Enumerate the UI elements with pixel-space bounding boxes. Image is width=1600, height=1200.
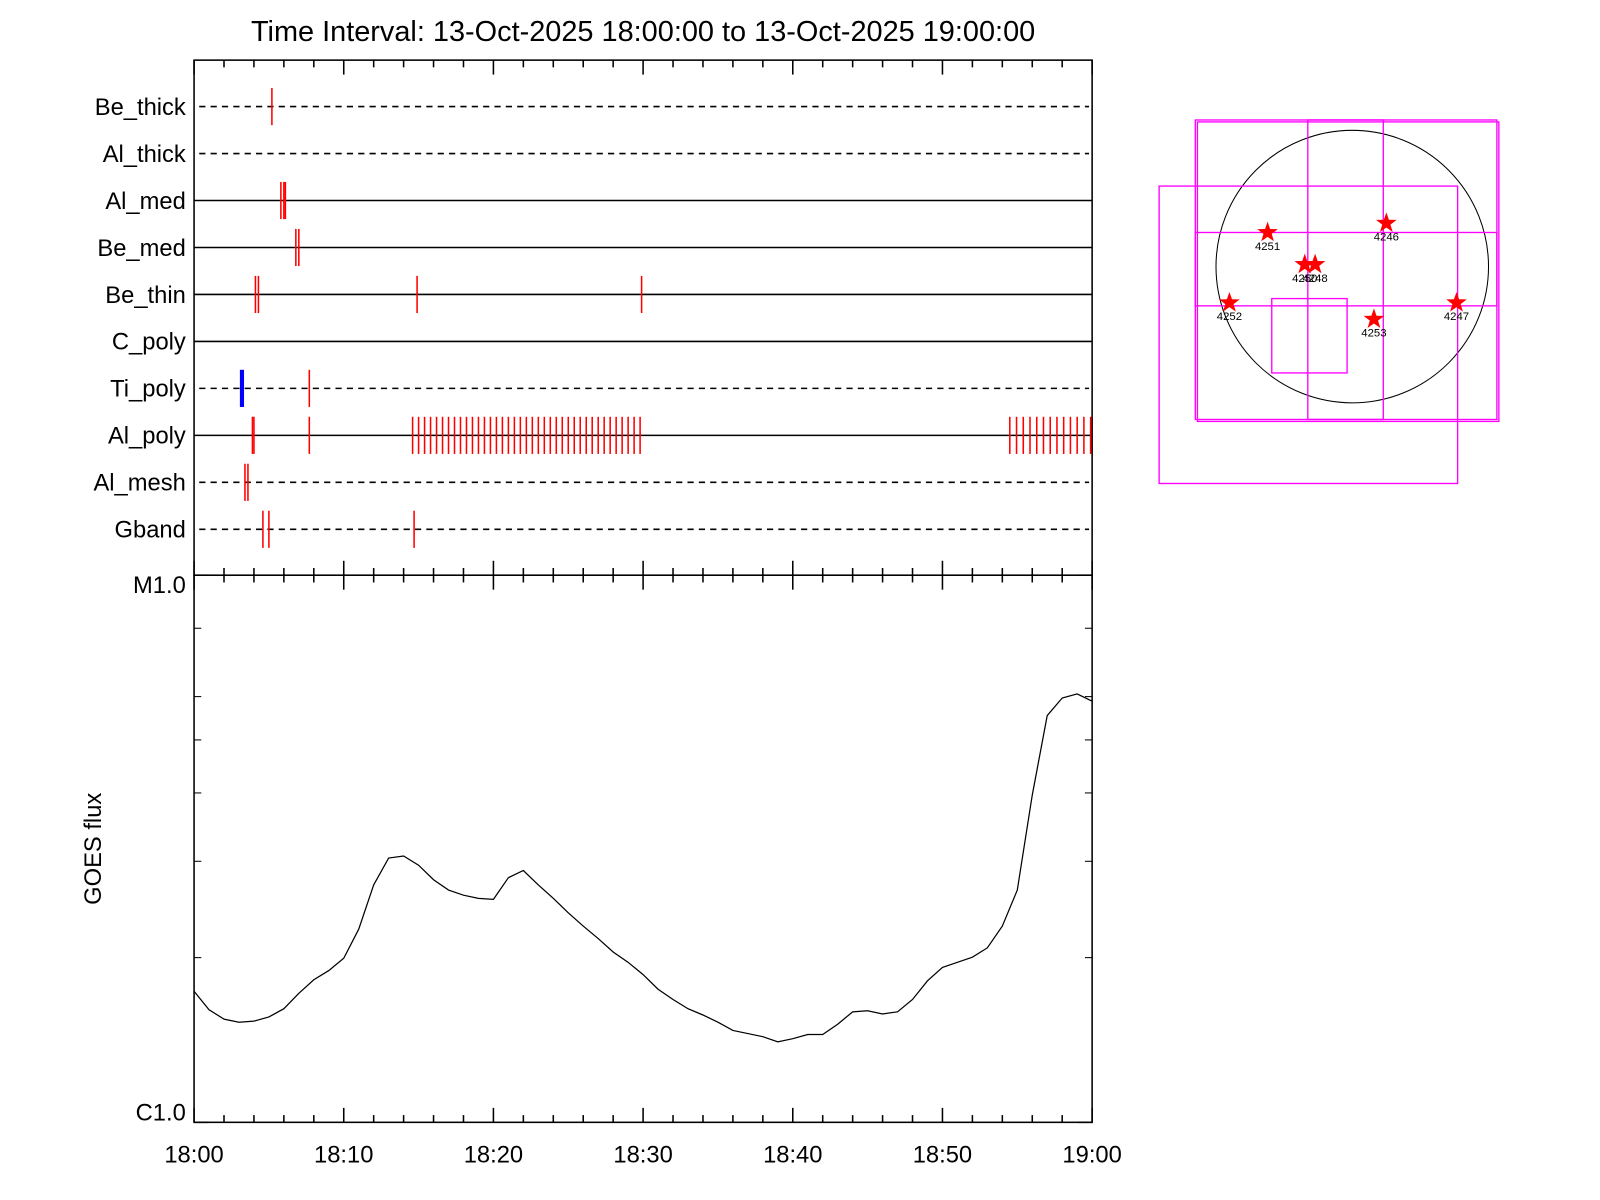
row-label: C_poly (112, 330, 186, 356)
y-axis-label: GOES flux (81, 793, 107, 905)
fov-box (1271, 297, 1348, 374)
x-tick-label: 18:40 (763, 1143, 822, 1169)
row-label: Gband (115, 518, 186, 544)
row-label: Al_mesh (93, 471, 185, 497)
active-region-star (1257, 221, 1278, 242)
chart-title: Time Interval: 13-Oct-2025 18:00:00 to 1… (251, 16, 1035, 48)
flux-line (193, 693, 1093, 1043)
x-tick-label: 19:00 (1062, 1143, 1121, 1169)
active-region-label: 4246 (1374, 232, 1399, 244)
active-region-star (1294, 253, 1316, 274)
row-label: Ti_poly (110, 377, 186, 403)
row-label: Be_thin (105, 283, 186, 309)
fov-box (1158, 185, 1459, 485)
active-region-star (1376, 212, 1397, 232)
row-label: Be_med (97, 236, 185, 262)
active-region-label: 4247 (1444, 311, 1469, 323)
fov-box (1194, 231, 1498, 307)
active-region-label: 4251 (1255, 241, 1280, 253)
x-tick-label: 18:20 (464, 1143, 523, 1169)
x-tick-label: 18:30 (613, 1143, 672, 1169)
active-region-label: 4250 (1292, 273, 1317, 285)
x-tick-label: 18:50 (913, 1143, 972, 1169)
solar-disk (1215, 129, 1490, 404)
active-region-star (1446, 291, 1467, 312)
active-region-star (1363, 308, 1385, 328)
active-region-label: 4248 (1302, 273, 1327, 285)
y-tick-label: C1.0 (136, 1100, 186, 1126)
x-tick-label: 18:10 (314, 1143, 373, 1169)
active-region-label: 4253 (1361, 328, 1386, 340)
fov-box (1196, 121, 1500, 423)
row-label: Al_poly (108, 424, 186, 450)
row-label: Be_thick (95, 95, 186, 121)
x-tick-label: 18:00 (164, 1143, 223, 1169)
active-region-label: 4252 (1217, 311, 1242, 323)
active-region-star (1219, 291, 1240, 312)
y-tick-label: M1.0 (133, 573, 186, 599)
row-label: Al_med (105, 189, 185, 215)
active-region-star (1304, 253, 1326, 274)
row-label: Al_thick (103, 142, 186, 168)
